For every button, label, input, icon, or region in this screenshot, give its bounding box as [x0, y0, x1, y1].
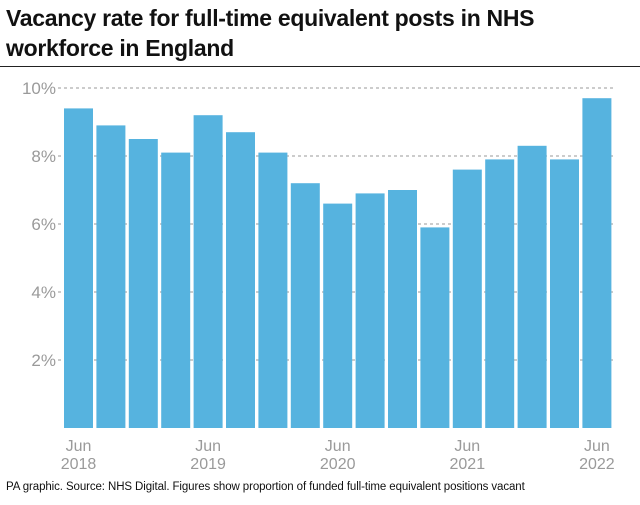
- y-tick-label: 10%: [22, 79, 56, 98]
- x-tick-label-year: 2019: [190, 456, 226, 473]
- bar: [128, 139, 158, 428]
- x-tick-label-month: Jun: [584, 438, 610, 455]
- bar: [550, 159, 579, 428]
- title-divider: [0, 66, 640, 67]
- y-tick-label: 8%: [31, 147, 56, 166]
- bar: [290, 183, 320, 428]
- bar: [420, 227, 450, 428]
- x-tick-label-month: Jun: [325, 438, 351, 455]
- x-tick-label-year: 2021: [450, 456, 486, 473]
- bar: [161, 152, 191, 428]
- y-tick-label: 4%: [31, 283, 56, 302]
- bar-chart: 2%4%6%8%10% Jun2018Jun2019Jun2020Jun2021…: [22, 79, 615, 473]
- bar: [355, 193, 385, 428]
- y-axis-ticks: 2% 4% 6% 8% 10%: [22, 79, 56, 370]
- bar: [485, 159, 515, 428]
- bar: [193, 115, 223, 428]
- bar: [226, 132, 255, 428]
- bar: [258, 152, 288, 428]
- bar: [517, 145, 547, 429]
- y-tick-label: 6%: [31, 215, 56, 234]
- bar: [452, 169, 482, 428]
- bar: [323, 203, 353, 428]
- x-tick-label-month: Jun: [454, 438, 480, 455]
- x-tick-label-year: 2018: [61, 456, 97, 473]
- bar: [96, 125, 126, 429]
- bar: [582, 98, 612, 428]
- chart-title: Vacancy rate for full-time equivalent po…: [6, 5, 535, 61]
- bar: [64, 108, 93, 429]
- bar: [388, 190, 417, 428]
- x-tick-label-year: 2020: [320, 456, 356, 473]
- y-tick-label: 2%: [31, 351, 56, 370]
- bars-group: [64, 98, 612, 429]
- x-tick-label-year: 2022: [579, 456, 615, 473]
- source-footnote: PA graphic. Source: NHS Digital. Figures…: [6, 481, 525, 493]
- x-tick-label-month: Jun: [66, 438, 92, 455]
- x-tick-label-month: Jun: [195, 438, 221, 455]
